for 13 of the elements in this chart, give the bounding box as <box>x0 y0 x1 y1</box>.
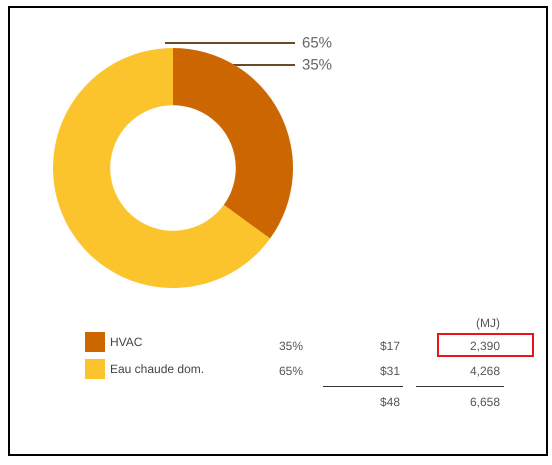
legend-label: Eau chaude dom. <box>110 362 204 376</box>
text: 35% <box>278 339 303 353</box>
text: $31 <box>378 364 400 378</box>
text: 65% <box>278 364 303 378</box>
text: $17 <box>378 339 400 353</box>
text: $48 <box>378 395 400 409</box>
data-label: 65% <box>302 34 332 52</box>
text: 4,268 <box>468 364 500 378</box>
data-label: 35% <box>302 56 332 74</box>
text: (MJ) <box>475 316 500 330</box>
legend-label: HVAC <box>110 335 143 349</box>
text: 6,658 <box>468 395 500 409</box>
text: 2,390 <box>468 339 500 353</box>
